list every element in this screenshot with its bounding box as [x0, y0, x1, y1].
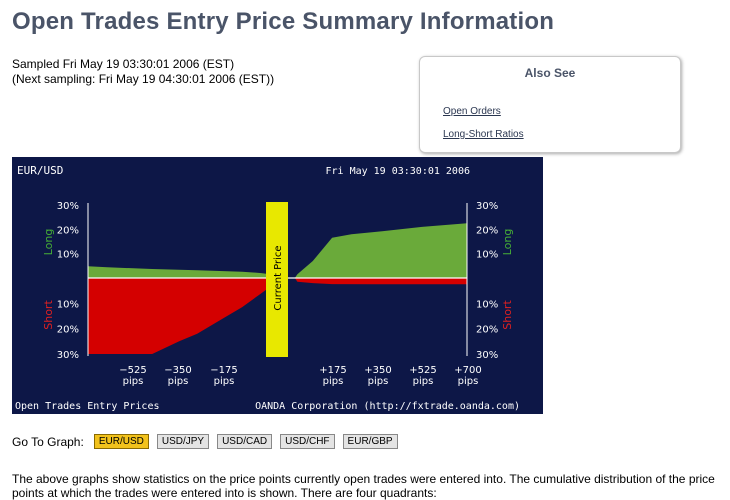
- x-tick-label: +175: [319, 365, 346, 376]
- pair-button-eur-usd[interactable]: EUR/USD: [93, 434, 149, 449]
- x-tick-label: −350: [164, 365, 191, 376]
- x-tick-label: −525: [119, 365, 146, 376]
- current-price-bar: [266, 202, 288, 357]
- y-tick-long-left: 30%: [57, 201, 79, 212]
- x-tick-label: +350: [364, 365, 391, 376]
- sampling-info: Sampled Fri May 19 03:30:01 2006 (EST) (…: [12, 57, 274, 87]
- x-tick-unit: pips: [368, 376, 389, 387]
- long-label-left: Long: [42, 229, 55, 256]
- y-tick-short-left: 10%: [57, 299, 79, 310]
- y-tick-long-right: 20%: [476, 225, 498, 236]
- y-tick-long-left: 10%: [57, 250, 79, 261]
- short-label-right: Short: [501, 300, 514, 330]
- x-tick-unit: pips: [413, 376, 434, 387]
- next-sampling-time: (Next sampling: Fri May 19 04:30:01 2006…: [12, 72, 275, 86]
- also-see-box: Also See Open Orders Long-Short Ratios: [419, 56, 681, 153]
- pair-button-eur-gbp[interactable]: EUR/GBP: [342, 434, 398, 449]
- y-tick-long-right: 30%: [476, 201, 498, 212]
- x-tick-unit: pips: [168, 376, 189, 387]
- pair-button-usd-chf[interactable]: USD/CHF: [280, 434, 335, 449]
- y-tick-short-right: 20%: [476, 325, 498, 336]
- x-tick-unit: pips: [214, 376, 235, 387]
- x-tick-label: +700: [454, 365, 481, 376]
- y-tick-short-left: 30%: [57, 350, 79, 361]
- goto-graph-bar: Go To Graph: EUR/USD USD/JPY USD/CAD USD…: [12, 434, 406, 449]
- chart-footer-right: OANDA Corporation (http://fxtrade.oanda.…: [255, 401, 520, 412]
- goto-graph-label: Go To Graph:: [12, 434, 84, 449]
- also-see-title: Also See: [524, 66, 576, 80]
- open-orders-link[interactable]: Open Orders: [443, 106, 501, 117]
- chart-footer-left: Open Trades Entry Prices: [15, 401, 160, 412]
- current-price-label: Current Price: [273, 245, 284, 310]
- open-trades-chart: EUR/USD Fri May 19 03:30:01 2006 Open Trad…: [12, 157, 543, 414]
- long-series-area: [88, 223, 467, 278]
- y-tick-long-left: 20%: [57, 225, 79, 236]
- x-tick-unit: pips: [458, 376, 479, 387]
- y-tick-short-right: 30%: [476, 350, 498, 361]
- long-short-ratios-link[interactable]: Long-Short Ratios: [443, 129, 524, 140]
- chart-title: EUR/USD: [17, 164, 63, 177]
- x-tick-label: +525: [409, 365, 436, 376]
- short-series-area: [88, 278, 467, 354]
- y-tick-short-left: 20%: [57, 325, 79, 336]
- long-label-right: Long: [501, 229, 514, 256]
- page-title: Open Trades Entry Price Summary Informat…: [12, 8, 555, 35]
- pair-button-usd-jpy[interactable]: USD/JPY: [156, 434, 210, 449]
- x-tick-label: −175: [210, 365, 237, 376]
- y-tick-long-right: 10%: [476, 250, 498, 261]
- chart-svg: EUR/USD Fri May 19 03:30:01 2006 Open Trad…: [12, 157, 543, 414]
- x-tick-unit: pips: [123, 376, 144, 387]
- short-label-left: Short: [42, 300, 55, 330]
- chart-timestamp: Fri May 19 03:30:01 2006: [326, 166, 471, 177]
- pair-button-usd-cad[interactable]: USD/CAD: [217, 434, 273, 449]
- x-tick-unit: pips: [323, 376, 344, 387]
- y-tick-short-right: 10%: [476, 299, 498, 310]
- sampled-time: Sampled Fri May 19 03:30:01 2006 (EST): [12, 57, 235, 71]
